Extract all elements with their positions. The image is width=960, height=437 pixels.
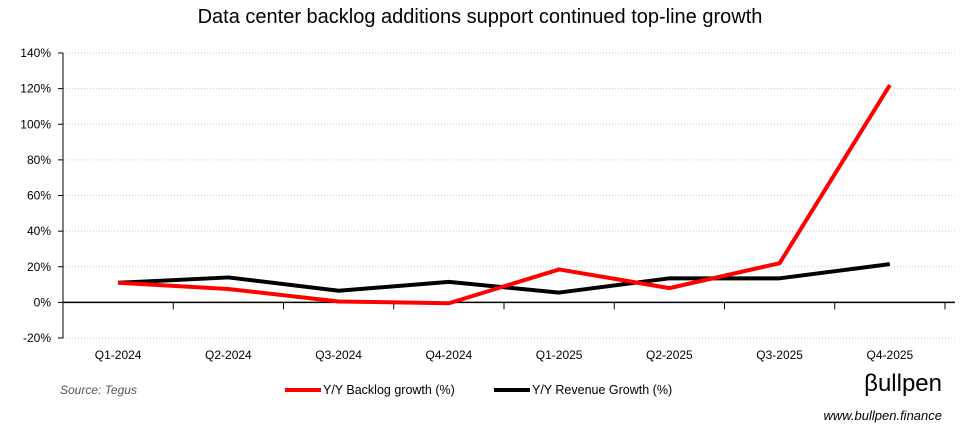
legend-label: Y/Y Backlog growth (%) (323, 383, 455, 397)
chart-title: Data center backlog additions support co… (197, 6, 763, 28)
y-tick-label: 100% (20, 117, 51, 131)
legend-swatch (494, 388, 530, 392)
y-tick-label: 140% (20, 46, 51, 60)
x-tick-label: Q4-2024 (426, 348, 473, 362)
y-tick-label: 40% (27, 224, 51, 238)
x-tick-label: Q3-2025 (756, 348, 803, 362)
y-tick-label: 80% (27, 153, 51, 167)
x-tick-label: Q2-2024 (205, 348, 252, 362)
legend-item-backlog: Y/Y Backlog growth (%) (285, 383, 455, 397)
series-line-backlog (118, 84, 892, 306)
legend-swatch (285, 388, 321, 392)
source-note: Source: Tegus (60, 383, 137, 397)
website-link[interactable]: www.bullpen.finance (823, 408, 942, 423)
x-tick-label: Q1-2024 (95, 348, 142, 362)
y-tick-label: -20% (23, 331, 51, 345)
y-tick-label: 20% (27, 260, 51, 274)
x-tick-label: Q4-2025 (867, 348, 914, 362)
x-tick-label: Q1-2025 (536, 348, 583, 362)
y-tick-label: 120% (20, 82, 51, 96)
legend-label: Y/Y Revenue Growth (%) (532, 383, 673, 397)
legend-item-revenue: Y/Y Revenue Growth (%) (494, 383, 672, 397)
y-tick-label: 0% (34, 295, 52, 309)
x-tick-label: Q2-2025 (646, 348, 693, 362)
x-tick-label: Q3-2024 (315, 348, 362, 362)
y-tick-label: 60% (27, 189, 51, 203)
bullpen-logo: βullpen (864, 370, 942, 397)
